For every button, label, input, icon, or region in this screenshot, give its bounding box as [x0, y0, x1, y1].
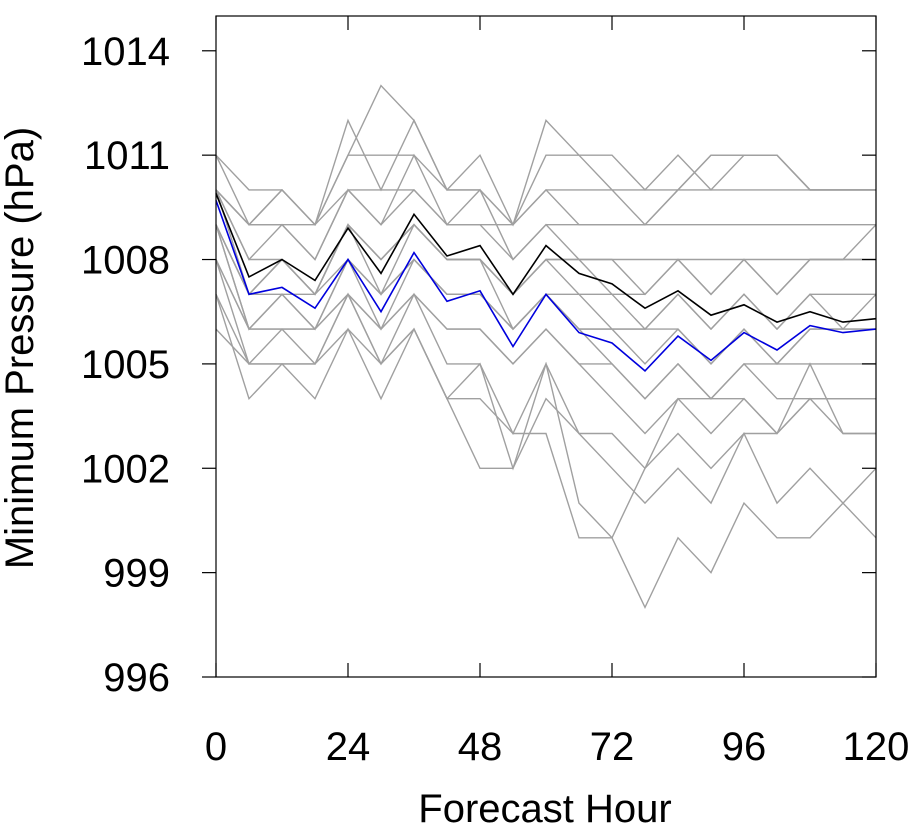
x-tick-label: 96 [722, 725, 767, 769]
y-tick-label: 1008 [81, 239, 170, 283]
x-tick-label: 120 [843, 725, 910, 769]
series-line-12 [215, 84, 876, 226]
series-line-13 [215, 223, 876, 400]
x-tick-label: 48 [458, 725, 503, 769]
y-tick-label: 999 [103, 552, 170, 596]
axes-layer: 0 24 48 72 96 120 996 999 1002 1005 1008 1011 1014 [81, 15, 910, 769]
series-line-18 [215, 327, 876, 539]
x-tick-label: 0 [205, 725, 227, 769]
series-line-2 [215, 189, 876, 226]
series-line-19 [215, 189, 876, 296]
y-tick-label: 1014 [81, 30, 170, 74]
series-layer [215, 84, 877, 610]
y-tick-label: 1011 [84, 134, 170, 178]
y-tick-label: 1005 [81, 343, 170, 387]
x-axis-title: Forecast Hour [418, 787, 671, 827]
y-tick-label: 1002 [81, 447, 170, 491]
x-tick-label: 24 [326, 725, 371, 769]
series-line-11 [215, 118, 876, 227]
series-line-1 [215, 200, 877, 372]
y-axis-title: Minimum Pressure (hPa) [0, 127, 42, 569]
series-line-17 [215, 292, 877, 610]
x-tick-label: 72 [590, 725, 635, 769]
y-tick-label: 996 [103, 656, 170, 700]
series-line-14 [215, 259, 876, 435]
plot-frame [215, 15, 877, 678]
series-line-16 [215, 294, 877, 539]
series-line-20 [215, 224, 876, 331]
series-line-0 [215, 193, 877, 323]
